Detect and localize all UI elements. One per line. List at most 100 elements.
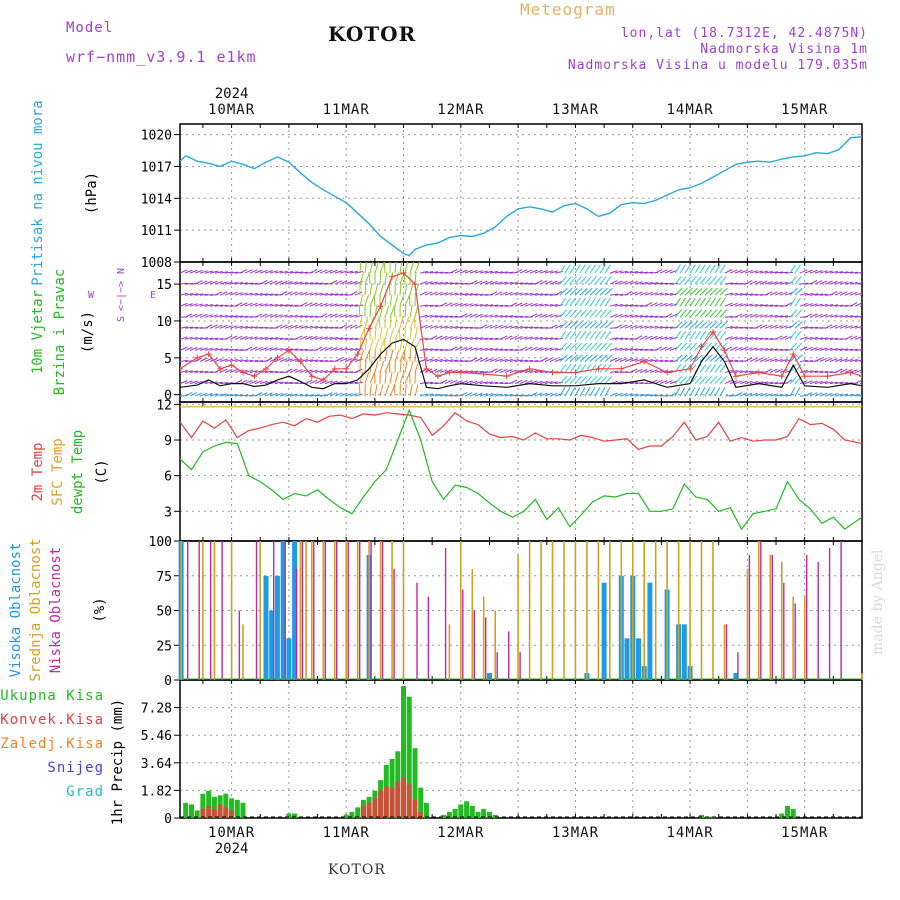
wind-arrow xyxy=(459,303,468,307)
wind-arrow xyxy=(429,393,438,397)
wind-arrow xyxy=(509,281,518,285)
wind-arrow xyxy=(639,335,648,340)
wind-arrow xyxy=(494,271,503,274)
wind-arrow xyxy=(519,269,528,274)
wind-arrow xyxy=(393,305,396,318)
high-cloud-bar xyxy=(269,610,275,680)
wind-arrow xyxy=(719,342,728,351)
wind-arrow xyxy=(199,392,208,397)
wind-arrow xyxy=(180,346,188,351)
wind-arrow xyxy=(409,305,413,318)
wind-arrow xyxy=(449,394,458,397)
wind-arrow xyxy=(284,281,293,285)
wind-arrow xyxy=(534,380,543,385)
wind-arrow xyxy=(599,354,608,362)
wind-gust-marker xyxy=(240,369,247,376)
wind-arrow xyxy=(469,303,478,307)
wind-arrow xyxy=(214,291,223,296)
total-precip-bar xyxy=(234,799,240,818)
wind-arrow xyxy=(299,348,308,351)
wind-gust-marker xyxy=(194,354,201,361)
wind-arrow xyxy=(714,364,722,373)
wind-arrow xyxy=(439,394,448,397)
wind-arrow xyxy=(529,370,538,373)
wind-arrow xyxy=(719,276,727,285)
wind-arrow xyxy=(554,337,563,340)
total-precip-bar xyxy=(412,748,418,818)
wind-arrow xyxy=(759,280,768,285)
wind-arrow xyxy=(424,291,433,296)
wind-arrow xyxy=(339,347,348,351)
wind-arrow xyxy=(629,368,638,373)
wind-arrow xyxy=(284,393,293,397)
y-tick-label: 75 xyxy=(156,570,172,585)
wind-arrow xyxy=(424,271,433,274)
wind-arrow xyxy=(649,335,658,340)
wind-arrow xyxy=(369,338,374,351)
wind-arrow xyxy=(734,303,743,307)
wind-arrow xyxy=(484,347,493,351)
wind-arrow xyxy=(549,314,558,318)
wind-arrow xyxy=(584,387,591,397)
wind-arrow xyxy=(329,313,338,318)
wind-arrow xyxy=(814,293,823,296)
wind-arrow xyxy=(549,392,558,397)
wind-arrow xyxy=(594,330,602,340)
wind-arrow xyxy=(574,354,583,362)
wind-arrow xyxy=(404,338,409,351)
wind-arrow xyxy=(359,294,364,307)
wind-arrow xyxy=(709,321,718,329)
wind-arrow xyxy=(589,375,598,384)
wind-arrow xyxy=(824,280,833,285)
y-tick-label: 6 xyxy=(164,470,172,485)
wind-arrow xyxy=(454,269,463,274)
wind-arrow xyxy=(484,337,493,340)
wind-arrow xyxy=(409,360,414,373)
wind-arrow xyxy=(604,276,612,285)
high-cloud-bar xyxy=(733,673,739,680)
wind-arrow xyxy=(799,370,808,373)
wind-arrow xyxy=(769,393,778,397)
wind-arrow xyxy=(199,313,208,318)
wind-arrow xyxy=(369,305,372,318)
wind-arrow xyxy=(679,387,686,397)
wind-arrow xyxy=(689,342,698,351)
wind-arrow xyxy=(774,271,783,274)
temp-unit: (C) xyxy=(94,459,110,484)
wind-arrow xyxy=(509,379,518,385)
wind-arrow xyxy=(264,370,273,373)
wind-arrow xyxy=(564,375,573,384)
wind-arrow xyxy=(629,358,638,362)
wind-arrow xyxy=(789,264,796,274)
wind-arrow xyxy=(319,303,328,307)
wind-arrow xyxy=(374,360,379,373)
wind-arrow xyxy=(789,321,798,329)
wind-arrow xyxy=(334,370,343,373)
wind-arrow xyxy=(329,269,338,274)
wind-arrow xyxy=(699,309,707,318)
wind-arrow xyxy=(574,330,582,340)
wind-arrow xyxy=(234,349,244,351)
wind-arrow xyxy=(699,264,706,274)
wind-arrow xyxy=(639,325,648,329)
wind-arrow xyxy=(383,262,386,274)
wind-arrow xyxy=(839,358,848,362)
wind-arrow xyxy=(754,381,763,385)
wind-gust-marker xyxy=(411,281,418,288)
wind-arrow xyxy=(469,327,479,329)
wind-arrow xyxy=(464,269,473,274)
wind-arrow xyxy=(649,379,658,385)
wind-arrow xyxy=(644,271,654,274)
wind-arrow xyxy=(214,338,224,340)
wind-arrow xyxy=(619,347,628,351)
y-tick-label: 25 xyxy=(156,639,172,654)
wind-arrow xyxy=(809,313,818,318)
y-tick-label: 3.64 xyxy=(141,757,172,772)
wind-arrow xyxy=(604,375,613,384)
wind-arrow xyxy=(819,270,828,274)
wind-arrow xyxy=(644,369,653,373)
precip-legend-2: Zaledj.Kisa xyxy=(0,736,104,752)
wind-arrow xyxy=(239,336,248,340)
wind-arrow xyxy=(699,287,708,296)
wind-arrow xyxy=(314,292,323,296)
